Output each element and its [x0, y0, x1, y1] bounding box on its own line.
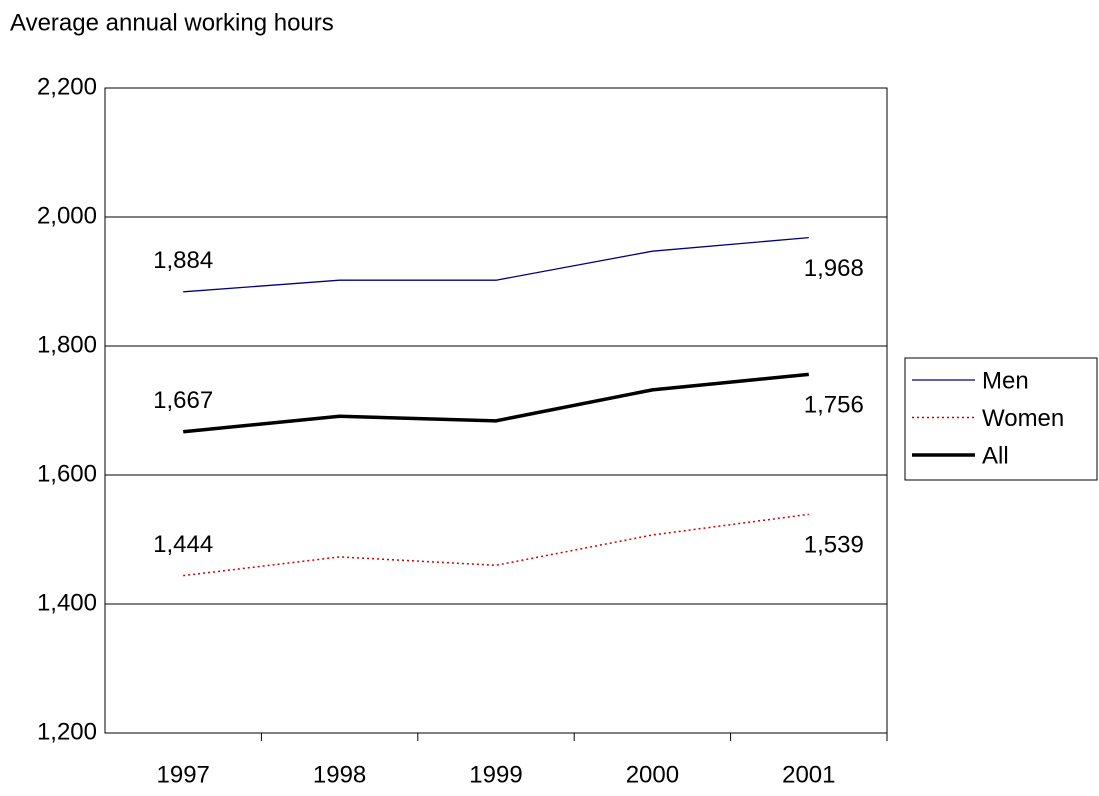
legend-label: Men	[982, 367, 1029, 394]
legend-label: Women	[982, 405, 1064, 432]
y-tick-label: 1,400	[37, 589, 97, 616]
plot-border	[104, 87, 888, 734]
data-label: 1,884	[153, 247, 213, 274]
legend-box	[904, 357, 1098, 481]
y-tick-label: 1,800	[37, 331, 97, 358]
y-tick-label: 2,200	[37, 73, 97, 100]
data-label: 1,444	[153, 531, 213, 558]
x-tick-label: 1997	[157, 761, 210, 788]
series-line	[183, 513, 809, 577]
chart-title: Average annual working hours	[10, 9, 334, 36]
legend-label: All	[982, 442, 1009, 469]
series-line	[183, 372, 809, 434]
x-tick-label: 1998	[313, 761, 366, 788]
x-tick-label: 2001	[782, 761, 835, 788]
data-label: 1,667	[153, 387, 213, 414]
data-label: 1,968	[804, 255, 864, 282]
x-tick-label: 1999	[469, 761, 522, 788]
y-tick-label: 2,000	[37, 202, 97, 229]
x-tick-label: 2000	[626, 761, 679, 788]
data-label: 1,539	[804, 532, 864, 559]
data-label: 1,756	[804, 392, 864, 419]
y-tick-label: 1,600	[37, 460, 97, 487]
y-tick-label: 1,200	[37, 718, 97, 745]
series-line	[183, 236, 809, 293]
